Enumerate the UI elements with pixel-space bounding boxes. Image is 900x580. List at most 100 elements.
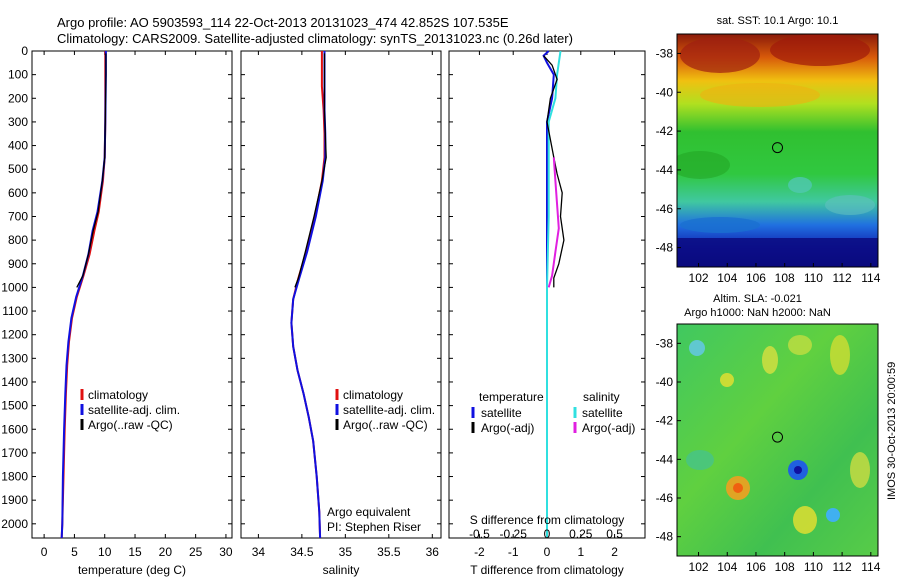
legend-label: Argo(..raw -QC) [88,418,173,432]
legend-label: satellite [481,406,522,420]
series-line-satellite-adj-clim- [60,51,107,539]
legend-label: climatology [343,388,403,402]
x-tick-label: -2 [474,545,485,559]
y-tick-label: 300 [8,115,28,129]
map-title: Altim. SLA: -0.021 [713,293,802,305]
map-y-tick-label: -44 [656,452,674,466]
series-line-satellite-adj-clim- [290,51,327,539]
map-subtitle: Argo h1000: NaN h2000: NaN [684,307,831,319]
map-axes-2: 102 104 106 108 110 112 114 -38 -40 -42 -44 -46 -48 A… [656,293,881,574]
annotation-text: PI: Stephen Riser [327,520,421,534]
legend-label: Argo(..raw -QC) [343,418,428,432]
s-tick-label: 0.5 [606,527,623,541]
legend-header-salinity: salinity [583,390,620,404]
legend-label: satellite [582,406,623,420]
y-tick-label: 1700 [1,446,28,460]
x-axis-label: temperature (deg C) [78,563,186,577]
map-x-tick-label: 102 [689,271,709,285]
x-axis-label: salinity [323,563,360,577]
map-y-tick-label: -38 [656,46,674,60]
y-tick-label: 500 [8,162,28,176]
map-x-tick-label: 112 [833,271,852,285]
y-tick-label: 2000 [1,517,28,531]
argo-position-marker [772,142,783,154]
map-x-tick-label: 108 [775,271,795,285]
map-y-tick-label: -48 [656,241,674,255]
y-tick-label: 100 [8,68,28,82]
x-tick-label: 35 [339,545,353,559]
series-line-climatology [290,51,326,539]
map-x-tick-label: 114 [861,560,880,574]
profile-panel-2: 34 34.5 35 35.5 36 salinity climatologysatelli… [240,50,442,577]
y-tick-label: 1300 [1,351,28,365]
x-tick-label: 36 [426,545,440,559]
map-y-tick-label: -38 [656,336,674,350]
x-tick-label: 15 [128,545,142,559]
figure-title-line-1: Argo profile: AO 5903593_114 22-Oct-2013… [57,15,509,30]
series-line-argo-raw-qc- [76,53,107,288]
map-y-tick-label: -46 [656,202,674,216]
sla-map [677,324,878,556]
map-frame [676,33,879,268]
x-tick-label: 10 [98,545,112,559]
y-tick-label: 700 [8,209,28,223]
y-tick-label: 1900 [1,493,28,507]
x-tick-label: 34.5 [290,545,314,559]
map-y-tick-label: -44 [656,163,674,177]
y-tick-label: 900 [8,257,28,271]
map-y-tick-label: -42 [656,414,674,428]
y-tick-label: 1500 [1,399,28,413]
series-line-temperature-argo-adj- [543,55,565,288]
map-title: sat. SST: 10.1 Argo: 10.1 [717,15,839,27]
x-axis-label: T difference from climatology [470,563,624,577]
map-x-tick-label: 110 [804,560,823,574]
y-tick-label: 1400 [1,375,28,389]
x-tick-label: 0 [544,545,551,559]
legend-label: climatology [88,388,148,402]
y-tick-label: 200 [8,91,28,105]
map-x-tick-label: 110 [804,271,823,285]
legend-label: Argo(-adj) [582,421,635,435]
map-x-tick-label: 106 [746,271,766,285]
map-y-tick-label: -40 [656,85,674,99]
legend-header-temperature: temperature [479,390,544,404]
map-y-tick-label: -46 [656,491,674,505]
map-x-tick-label: 112 [833,560,852,574]
map-x-tick-label: 104 [717,560,737,574]
y-tick-label: 400 [8,139,28,153]
map-y-tick-label: -40 [656,375,674,389]
x-tick-label: 1 [577,545,584,559]
x-tick-label: 25 [189,545,203,559]
figure-title-line-2: Climatology: CARS2009. Satellite-adjuste… [57,31,573,46]
x-tick-label: 30 [219,545,233,559]
s-tick-label: -0.25 [500,527,528,541]
axes-frame [31,50,233,539]
series-line-salinity-satellite [546,50,562,538]
profile-panel-3: -2 -1 0 1 2 T difference from climatology -0.5… [448,50,646,577]
legend-label: Argo(-adj) [481,421,534,435]
y-tick-label: 600 [8,186,28,200]
series-line-salinity-argo-adj- [547,157,560,288]
x-tick-label: 2 [611,545,618,559]
x-tick-label: 35.5 [377,545,401,559]
map-frame [676,323,879,557]
map-x-tick-label: 108 [775,560,795,574]
map-x-tick-label: 102 [689,560,709,574]
series-line-argo-raw-qc- [294,53,327,288]
map-x-tick-label: 104 [717,271,737,285]
y-tick-label: 1000 [1,280,28,294]
y-tick-label: 0 [21,44,28,58]
x-tick-label: 20 [159,545,173,559]
x-tick-label: -1 [508,545,519,559]
s-tick-label: 0 [544,527,551,541]
x-tick-label: 5 [71,545,78,559]
y-tick-label: 1600 [1,422,28,436]
axes-frame [240,50,442,539]
x-tick-label: 0 [41,545,48,559]
x-tick-label: 34 [252,545,266,559]
map-y-tick-label: -42 [656,124,674,138]
map-axes-1: 102 104 106 108 110 112 114 -38 -40 -42 -44 -46 -48 s… [656,15,881,285]
y-tick-label: 1100 [2,304,28,318]
map-y-tick-label: -48 [656,530,674,544]
